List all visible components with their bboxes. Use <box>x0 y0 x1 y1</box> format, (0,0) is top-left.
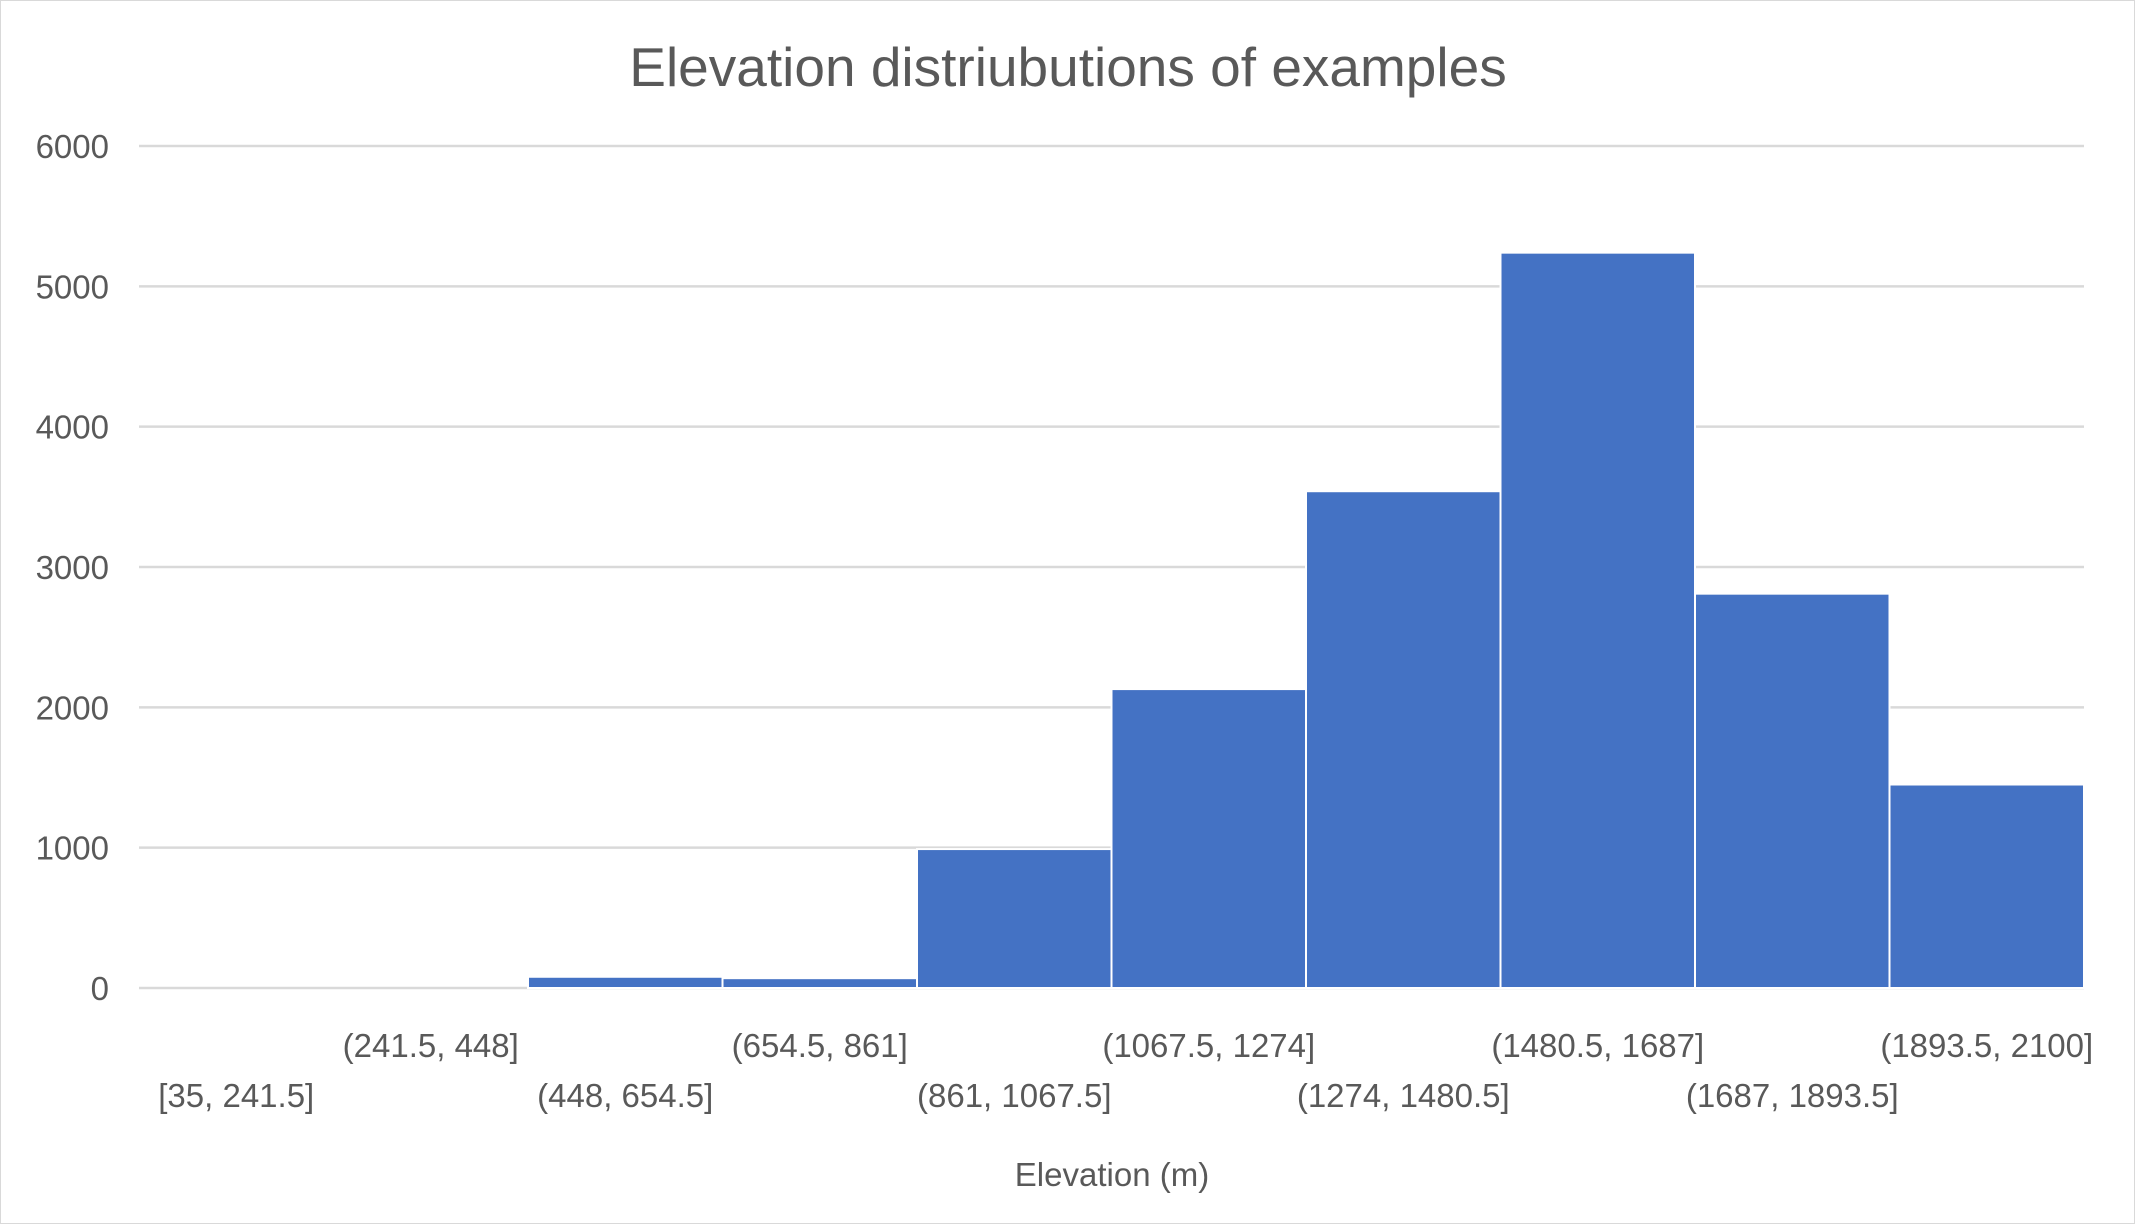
x-tick-label: (861, 1067.5] <box>917 1077 1112 1114</box>
x-tick-label: (1893.5, 2100] <box>1880 1027 2093 1064</box>
bar <box>721 977 918 990</box>
x-tick-label: (1687, 1893.5] <box>1686 1077 1899 1114</box>
bar <box>527 975 724 989</box>
y-tick-label: 5000 <box>36 268 109 305</box>
y-axis-ticks: 0 1000 2000 3000 4000 5000 6000 <box>36 128 109 1007</box>
y-tick-label: 2000 <box>36 689 109 726</box>
x-axis-ticks: [35, 241.5] (241.5, 448] (448, 654.5] (654.… <box>158 1027 2093 1114</box>
bar <box>1110 688 1307 990</box>
bar <box>916 848 1113 989</box>
bar <box>1499 251 1696 990</box>
bars <box>527 251 2085 990</box>
x-tick-label: (1274, 1480.5] <box>1297 1077 1510 1114</box>
chart-title: Elevation distriubutions of examples <box>629 36 1506 98</box>
x-tick-label: (448, 654.5] <box>537 1077 713 1114</box>
bar <box>1694 592 1891 989</box>
bar <box>1888 783 2085 989</box>
y-tick-label: 4000 <box>36 409 109 446</box>
x-tick-label: (1067.5, 1274] <box>1102 1027 1315 1064</box>
x-tick-label: (1480.5, 1687] <box>1491 1027 1704 1064</box>
bar <box>1305 490 1502 989</box>
y-tick-label: 0 <box>91 970 109 1007</box>
x-tick-label: (654.5, 861] <box>732 1027 908 1064</box>
y-tick-label: 3000 <box>36 549 109 586</box>
y-tick-label: 1000 <box>36 830 109 867</box>
x-axis-title: Elevation (m) <box>1015 1156 1209 1193</box>
y-tick-label: 6000 <box>36 128 109 165</box>
x-tick-label: (241.5, 448] <box>343 1027 519 1064</box>
x-tick-label: [35, 241.5] <box>158 1077 314 1114</box>
